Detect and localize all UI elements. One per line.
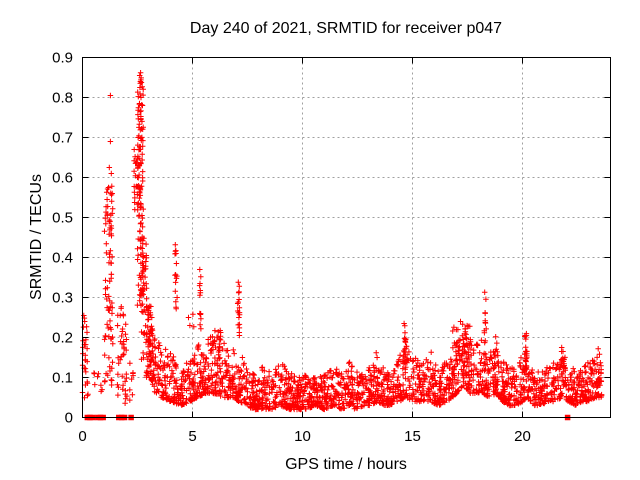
plot-frame xyxy=(82,57,611,418)
y-tick-label: 0.4 xyxy=(52,250,73,267)
y-tick-label: 0.8 xyxy=(52,90,73,107)
srmtid-plus-markers xyxy=(79,69,605,413)
y-tick-label: 0 xyxy=(65,410,73,427)
chart-title: Day 240 of 2021, SRMTID for receiver p04… xyxy=(190,20,502,37)
y-tick-label: 0.3 xyxy=(52,290,73,307)
grid-lines xyxy=(82,57,611,418)
x-axis-label: GPS time / hours xyxy=(285,456,407,473)
x-tick-label: 5 xyxy=(188,428,196,445)
y-axis-label: SRMTID / TECUs xyxy=(28,174,45,300)
y-tick-label: 0.2 xyxy=(52,330,73,347)
plot-border xyxy=(82,57,611,418)
y-tick-label: 0.6 xyxy=(52,170,73,187)
axis-ticks xyxy=(82,57,611,418)
tick-labels: 0 5 10 15 20 0 0.1 0.2 0.3 0.4 0.5 0.6 0.7 0.8 0.9 xyxy=(52,50,531,446)
data-points xyxy=(79,69,605,421)
x-tick-label: 20 xyxy=(514,428,531,445)
y-tick-label: 0.1 xyxy=(52,370,73,387)
y-tick-label: 0.9 xyxy=(52,50,73,67)
x-tick-label: 15 xyxy=(404,428,421,445)
y-tick-label: 0.5 xyxy=(52,210,73,227)
x-tick-label: 10 xyxy=(294,428,311,445)
y-tick-label: 0.7 xyxy=(52,130,73,147)
x-tick-label: 0 xyxy=(78,428,86,445)
